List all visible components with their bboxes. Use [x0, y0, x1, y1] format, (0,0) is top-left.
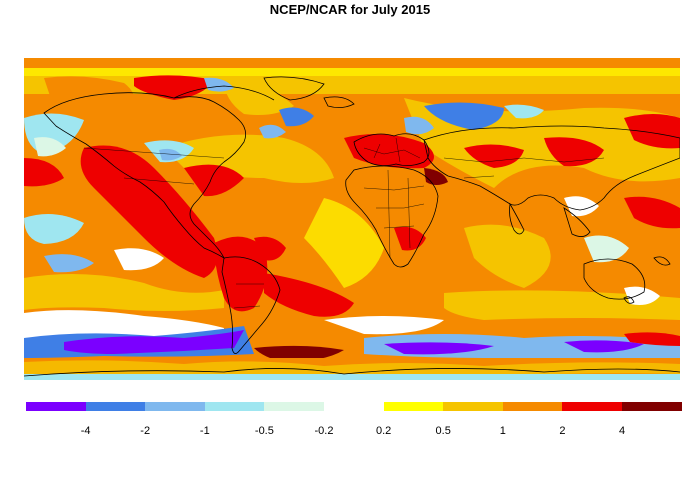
legend-swatch	[562, 402, 622, 411]
legend-swatch	[621, 402, 682, 411]
legend-tick-label: -0.2	[314, 425, 334, 437]
legend-swatch	[443, 402, 503, 411]
legend-tick-label: -4	[80, 425, 91, 437]
legend-swatch	[502, 402, 563, 411]
legend-swatch	[85, 402, 146, 411]
legend-tick-label: -2	[140, 425, 151, 437]
legend-colorbar	[26, 402, 682, 411]
legend-swatch	[204, 402, 265, 411]
legend-tick-label: -0.5	[254, 425, 274, 437]
legend-swatch	[264, 402, 324, 411]
map-title: NCEP/NCAR for July 2015	[269, 2, 431, 17]
legend-swatch	[383, 402, 444, 411]
country-borders	[83, 137, 605, 309]
legend-tick-label: 0.2	[375, 425, 392, 437]
legend-tick-label: 4	[618, 425, 626, 437]
legend-swatch	[323, 402, 384, 411]
legend-tick-label: 1	[499, 425, 506, 437]
legend-swatch	[26, 402, 86, 411]
coastlines	[24, 76, 680, 377]
legend-tick-label: 2	[559, 425, 566, 437]
legend-tick-labels: -4 -2 -1 -0.5 -0.2 0.2 0.5 1 2 4	[0, 425, 700, 441]
anomaly-map	[24, 58, 680, 390]
legend-tick-label: 0.5	[435, 425, 451, 437]
legend-tick-label: -1	[199, 425, 210, 437]
legend-swatch	[145, 402, 205, 411]
